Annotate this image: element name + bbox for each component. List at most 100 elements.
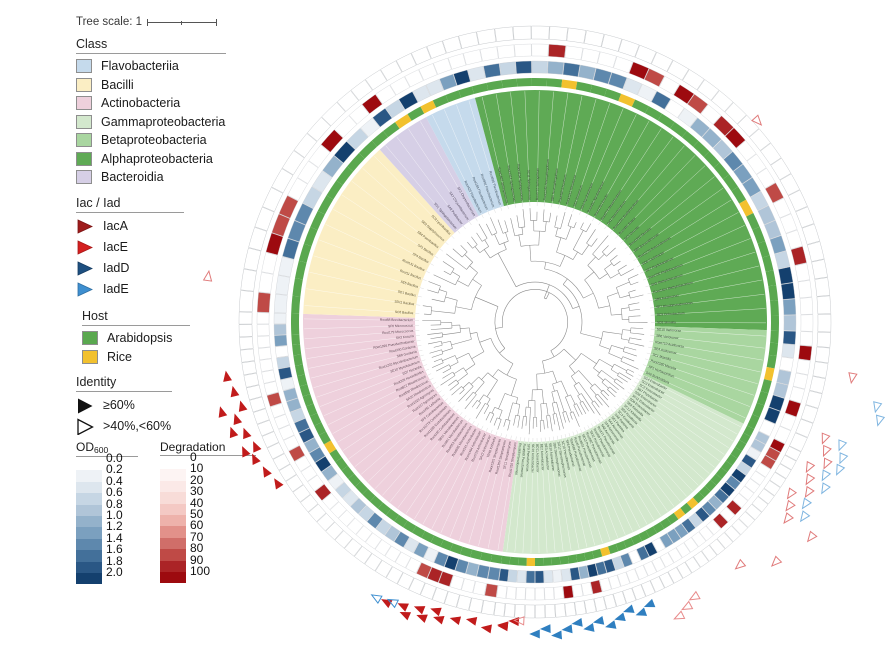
tree-branch xyxy=(510,435,512,440)
tip-guide xyxy=(459,435,496,541)
host-ring-cell xyxy=(681,131,699,147)
od600-tick: 1.2 xyxy=(106,519,123,534)
iadd-marker xyxy=(551,630,563,640)
degradation-ring-cell xyxy=(562,585,574,599)
od600-ring-cell xyxy=(707,494,723,510)
tree-branch xyxy=(426,271,430,274)
host-ring-cell xyxy=(559,555,569,565)
host-ring-cell xyxy=(638,530,650,542)
tree-branch xyxy=(611,345,625,350)
host-ring-cell xyxy=(645,526,657,538)
od600-ring-cell xyxy=(774,250,791,270)
degradation-ring-cell xyxy=(626,568,640,584)
od600-ring-cell xyxy=(476,564,490,579)
tip-guide xyxy=(496,94,516,204)
host-ring-cell xyxy=(752,402,765,418)
outer-grid-cell xyxy=(549,26,568,41)
tree-branch xyxy=(569,412,573,420)
tree-branch xyxy=(609,386,617,394)
od600-ring-cell xyxy=(289,408,306,423)
tree-branch xyxy=(476,423,479,428)
iade-marker-hollow xyxy=(875,414,886,427)
od600-ring-cell xyxy=(516,570,527,584)
tree-branch xyxy=(625,246,629,250)
tip-label: SF9 Pseudomonas xyxy=(525,444,530,472)
host-ring-cell xyxy=(713,162,730,180)
tree-branch xyxy=(419,354,424,357)
degradation-ring-cell xyxy=(599,577,612,592)
iace-marker xyxy=(413,606,426,615)
tree-scale-label: Tree scale: 1 xyxy=(76,16,143,28)
host-ring-cell xyxy=(303,227,318,247)
tree-branch xyxy=(470,376,479,385)
tree-branch xyxy=(599,273,608,280)
degradation-cell xyxy=(160,572,186,584)
degradation-ring-cell xyxy=(798,345,813,361)
tree-scale-bar xyxy=(147,18,218,27)
od600-ring-cell xyxy=(283,387,299,402)
tree-branch xyxy=(427,373,432,376)
outer-grid-cell xyxy=(770,157,792,181)
degradation-ring-cell xyxy=(271,213,291,237)
od600-ring-cell xyxy=(781,343,796,359)
outer-grid-cell xyxy=(476,28,497,45)
outer-grid-cell xyxy=(285,474,304,493)
od600-cell xyxy=(76,459,102,471)
tree-branch xyxy=(609,230,613,234)
od600-ring-cell xyxy=(273,293,288,314)
outer-grid-cell xyxy=(816,331,832,348)
tree-branch xyxy=(562,278,568,285)
degradation-ring-cell xyxy=(691,531,707,547)
tip-guide xyxy=(422,426,478,525)
degradation-ring-cell xyxy=(256,312,270,325)
tip-guide xyxy=(622,403,705,480)
tip-guide xyxy=(580,108,624,212)
tree-branch xyxy=(543,420,545,430)
od600-ring-cell xyxy=(736,461,752,476)
tip-guide xyxy=(613,412,687,497)
od600-cell xyxy=(76,470,102,482)
degradation-ring-cell xyxy=(258,272,274,294)
host-ring-cell xyxy=(299,384,311,397)
tree-branch xyxy=(439,289,448,293)
tree-branch xyxy=(510,218,516,236)
tip-guide xyxy=(587,114,637,215)
tip-guide xyxy=(610,415,681,502)
tree-branch xyxy=(457,230,461,234)
tip-guide xyxy=(354,396,442,467)
host-ring-cell xyxy=(765,270,777,287)
tip-guide xyxy=(305,335,416,349)
tree-branch xyxy=(628,274,639,280)
tree-branch xyxy=(498,410,503,419)
tree-branch xyxy=(416,340,421,342)
host-ring-cell xyxy=(292,344,302,356)
tree-branch xyxy=(491,407,495,414)
outer-grid-cell xyxy=(444,591,460,608)
tree-branch xyxy=(637,264,641,268)
tree-branch xyxy=(427,332,443,335)
tree-branch xyxy=(505,434,507,439)
degradation-cell xyxy=(160,515,186,527)
tree-branch xyxy=(629,309,640,311)
tree-branch xyxy=(619,400,623,404)
host-ring-cell xyxy=(501,555,511,565)
tree-branch xyxy=(505,232,509,242)
degradation-ring-cell xyxy=(300,465,318,482)
degradation-ring-cell xyxy=(779,213,798,234)
tip-label: SD7 Nocardia xyxy=(402,365,422,376)
tip-guide xyxy=(625,400,710,474)
degradation-tick: 70 xyxy=(190,529,204,544)
outer-grid-cell xyxy=(512,25,532,40)
degradation-cell xyxy=(160,480,186,493)
od600-ring-cell xyxy=(278,366,293,380)
od600-ring-cell xyxy=(515,60,532,74)
tip-label: BE2 Acinetobacter xyxy=(540,444,545,472)
tree-branch xyxy=(459,389,465,395)
outer-grid-cell xyxy=(651,51,674,72)
tree-branch xyxy=(599,345,611,350)
tip-guide xyxy=(585,430,633,532)
od600-ring-cell xyxy=(776,369,792,386)
host-ring-cell xyxy=(600,546,611,557)
od600-ring-cell xyxy=(327,473,345,490)
tip-guide xyxy=(530,441,534,553)
